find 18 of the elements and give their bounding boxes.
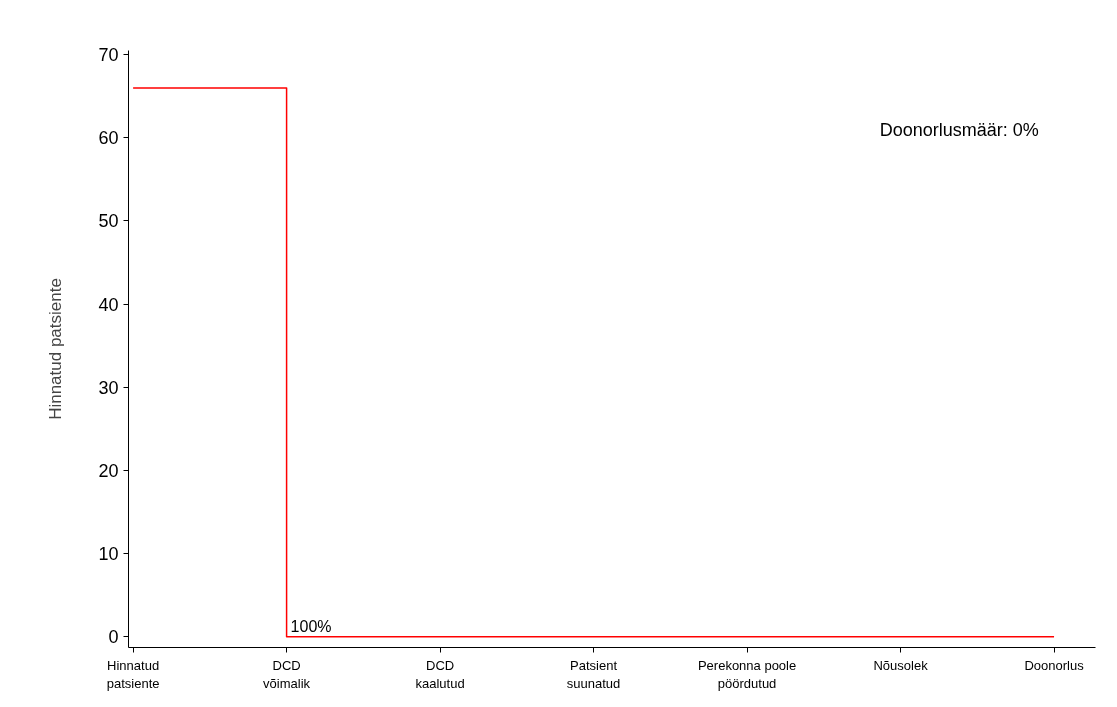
y-tick-label: 10	[98, 544, 119, 565]
y-tick-label: 60	[98, 128, 119, 149]
x-tick-label: Patsient suunatud	[566, 657, 621, 691]
y-axis-title: Hinnatud patsiente	[46, 278, 66, 420]
x-tick-label: Hinnatud patsiente	[106, 657, 160, 691]
y-tick-label: 0	[108, 627, 119, 648]
x-tick-label: Perekonna poole pöördutud	[697, 657, 797, 691]
x-tick-label: DCD võimalik	[263, 657, 311, 691]
x-tick-label: DCD kaalutud	[415, 657, 465, 691]
y-tick-label: 50	[98, 211, 119, 232]
x-tick-label: Doonorlus	[1024, 657, 1085, 673]
annotation: 100%	[290, 617, 332, 635]
y-tick-label: 40	[98, 294, 119, 315]
y-tick-label: 70	[98, 45, 119, 66]
x-tick-label: Nõusolek	[873, 657, 929, 673]
y-tick-label: 30	[98, 377, 119, 398]
annotation: Doonorlusmäär: 0%	[879, 120, 1039, 141]
y-tick-label: 20	[98, 460, 119, 481]
